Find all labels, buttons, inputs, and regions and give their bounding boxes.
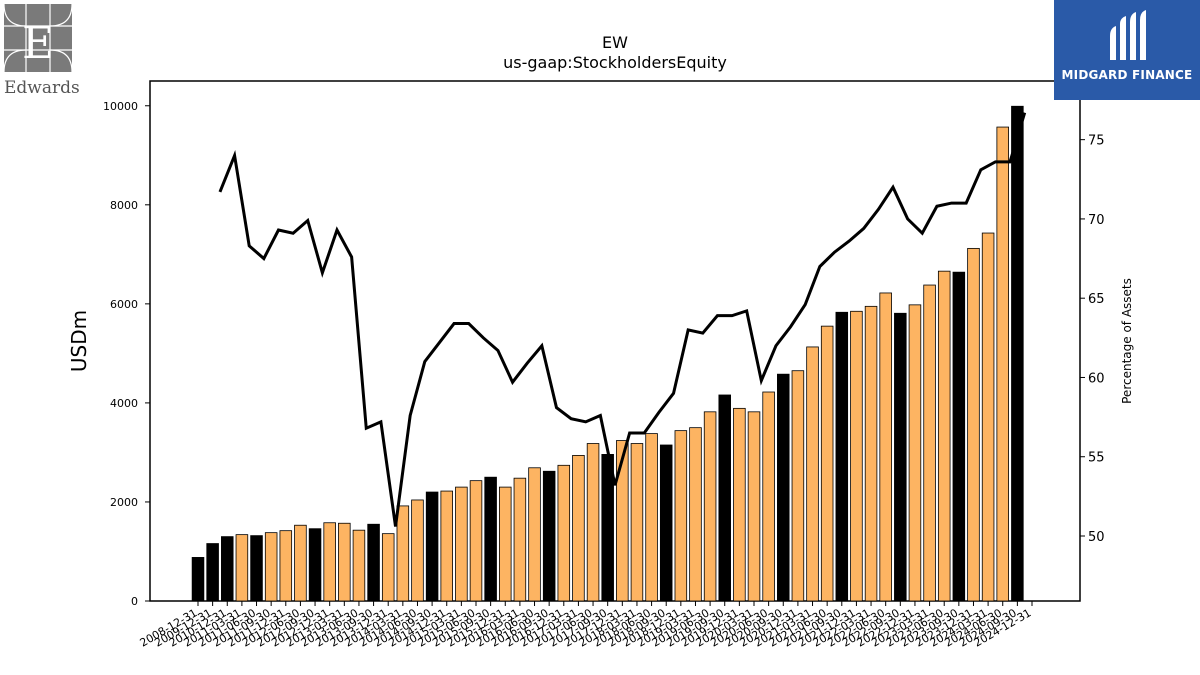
bar-2012-09-30 xyxy=(308,528,322,602)
bar-2015-09-30 xyxy=(484,476,497,602)
bar-2012-06-30 xyxy=(294,524,307,602)
bar-2016-03-31 xyxy=(513,477,527,602)
bar-2018-12-31 xyxy=(674,430,688,602)
bar-2013-12-31 xyxy=(381,533,395,602)
y2-tick-label: 70 xyxy=(1088,213,1105,228)
midgard-finance-logo: MIDGARD FINANCE xyxy=(1054,0,1200,100)
y-axis-left: 0 2000 4000 6000 8000 10000 xyxy=(103,100,150,608)
bar-2011-09-30 xyxy=(264,532,278,602)
y-tick-label: 4000 xyxy=(110,397,138,410)
bar-2010-12-31 xyxy=(221,536,234,602)
plot-frame xyxy=(149,80,1081,602)
bar-2023-03-31 xyxy=(923,284,936,602)
bar-2019-06-30 xyxy=(703,411,717,602)
svg-text:E: E xyxy=(22,18,54,69)
y-tick-label: 2000 xyxy=(110,496,138,509)
bar-2023-09-30 xyxy=(952,271,966,602)
bar-2024-06-30 xyxy=(996,126,1009,602)
y2-axis-label: Percentage of Assets xyxy=(1120,278,1134,404)
y2-tick-label: 65 xyxy=(1088,292,1105,307)
bar-2015-12-31 xyxy=(499,486,512,602)
bar-2020-09-30 xyxy=(777,373,790,602)
bar-2020-12-31 xyxy=(791,370,805,602)
bars-group xyxy=(191,105,1024,602)
edwards-wordmark: Edwards xyxy=(4,78,80,98)
bar-2019-09-30 xyxy=(718,394,731,602)
y2-tick-label: 50 xyxy=(1088,530,1105,545)
bar-2019-12-31 xyxy=(733,407,746,602)
bar-2023-12-31 xyxy=(967,247,980,602)
bar-2016-06-30 xyxy=(528,467,541,602)
bar-2022-12-31 xyxy=(908,304,922,602)
bar-2021-12-31 xyxy=(850,310,863,602)
y-axis-right: 50 55 60 65 70 75 xyxy=(1080,134,1105,545)
bar-2015-03-31 xyxy=(455,486,468,602)
bar-2024-03-31 xyxy=(981,232,995,602)
bar-2013-09-30 xyxy=(367,523,380,602)
bar-2015-06-30 xyxy=(469,480,483,602)
x-axis: 2008-12-312009-12-312010-12-312011-03-31… xyxy=(138,601,1034,650)
bar-2017-03-31 xyxy=(572,454,585,602)
bar-2014-06-30 xyxy=(411,499,424,602)
pct-line-group xyxy=(218,112,1027,527)
bar-2022-09-30 xyxy=(894,312,907,602)
y-axis-label: USDm xyxy=(67,310,91,372)
bar-2023-06-30 xyxy=(937,270,951,602)
bar-2016-09-30 xyxy=(542,470,556,602)
bar-2024-09-30 xyxy=(1011,105,1024,602)
midgard-wordmark: MIDGARD FINANCE xyxy=(1061,68,1193,82)
bar-2016-12-31 xyxy=(557,464,571,602)
bar-2018-09-30 xyxy=(659,444,673,602)
bar-2011-03-31 xyxy=(235,534,249,602)
edwards-logo: E Edwards xyxy=(0,0,80,100)
bar-2014-03-31 xyxy=(396,505,410,602)
bar-2011-06-30 xyxy=(250,535,263,602)
bar-2021-09-30 xyxy=(835,311,849,602)
bar-2022-06-30 xyxy=(879,292,892,602)
edwards-emblem-icon: E xyxy=(3,3,73,73)
bar-2014-09-30 xyxy=(425,491,439,602)
bar-2012-12-31 xyxy=(323,522,336,602)
bar-2014-12-31 xyxy=(440,490,453,602)
bar-2021-03-31 xyxy=(806,346,819,602)
pct-of-assets-line xyxy=(218,112,1027,527)
bar-2009-12-31 xyxy=(206,543,219,602)
bar-2011-12-31 xyxy=(279,530,293,602)
y2-tick-label: 55 xyxy=(1088,451,1105,466)
bar-2013-03-31 xyxy=(338,522,351,602)
y-tick-label: 6000 xyxy=(110,298,138,311)
bar-2018-06-30 xyxy=(645,433,658,602)
bar-2020-06-30 xyxy=(762,391,775,602)
bar-2008-12-31 xyxy=(191,557,205,602)
chart-title: EW xyxy=(602,33,628,52)
bar-2013-06-30 xyxy=(352,529,366,602)
bar-2018-03-31 xyxy=(630,443,644,602)
chart-subtitle: us-gaap:StockholdersEquity xyxy=(503,53,727,72)
bar-2020-03-31 xyxy=(747,411,761,602)
bar-2019-03-31 xyxy=(689,427,702,602)
midgard-emblem-icon xyxy=(1110,10,1146,60)
bar-2017-06-30 xyxy=(586,443,600,602)
bar-2022-03-31 xyxy=(864,305,878,602)
y2-tick-label: 60 xyxy=(1088,371,1105,386)
y-tick-label: 8000 xyxy=(110,199,138,212)
y-tick-label: 0 xyxy=(131,595,138,608)
y2-tick-label: 75 xyxy=(1088,134,1105,149)
y-tick-label: 10000 xyxy=(103,100,138,113)
bar-2021-06-30 xyxy=(820,325,834,602)
